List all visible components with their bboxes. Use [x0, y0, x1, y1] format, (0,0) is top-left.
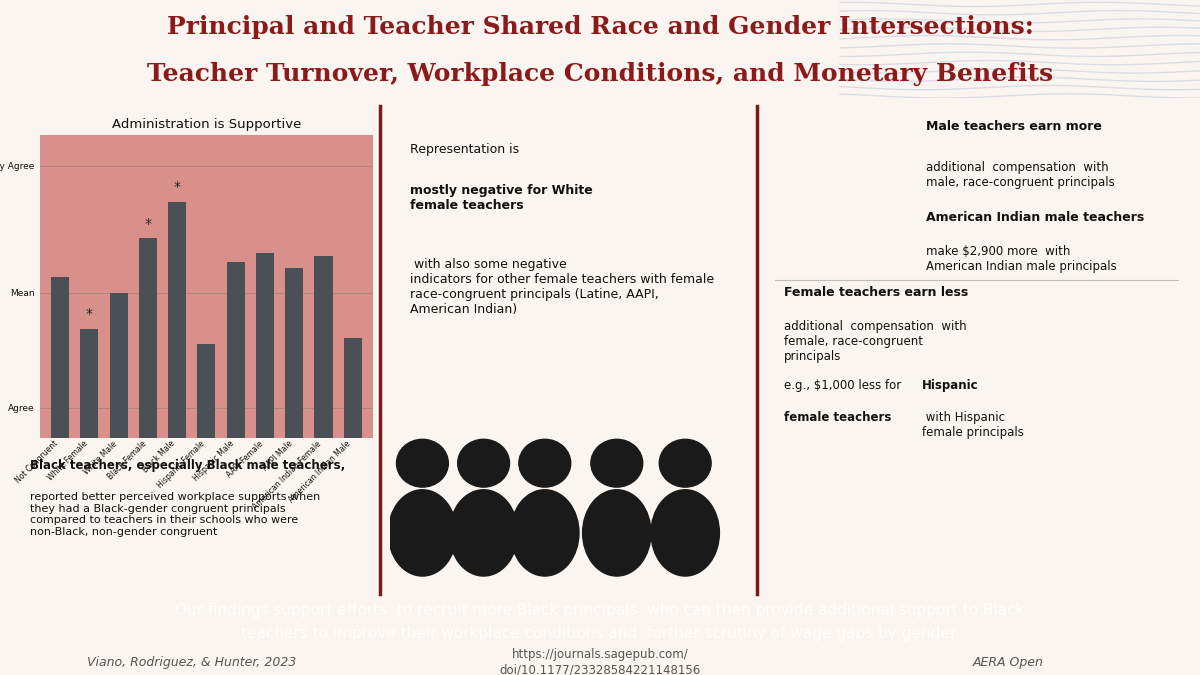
Text: Our findings support efforts  to recruit more Black principals  who can then pro: Our findings support efforts to recruit …	[175, 603, 1025, 618]
Bar	[343, 338, 361, 444]
Text: teachers to improve their workplace conditions and  further scrutiny of wage gap: teachers to improve their workplace cond…	[241, 626, 959, 641]
Text: *: *	[144, 217, 151, 231]
Text: Male teachers earn more: Male teachers earn more	[926, 120, 1103, 133]
Text: mostly negative for White
female teachers: mostly negative for White female teacher…	[410, 184, 593, 213]
Text: Representation is: Representation is	[410, 144, 523, 157]
Text: Teacher Turnover, Workplace Conditions, and Monetary Benefits: Teacher Turnover, Workplace Conditions, …	[146, 62, 1054, 86]
Text: with Hispanic
female principals: with Hispanic female principals	[923, 410, 1024, 439]
Ellipse shape	[450, 490, 518, 576]
Ellipse shape	[650, 490, 720, 576]
Bar	[80, 329, 98, 444]
Title: Administration is Supportive: Administration is Supportive	[112, 118, 301, 132]
Ellipse shape	[389, 490, 456, 576]
Text: Viano, Rodriguez, & Hunter, 2023: Viano, Rodriguez, & Hunter, 2023	[88, 655, 296, 669]
Text: Principal and Teacher Shared Race and Gender Intersections:: Principal and Teacher Shared Race and Ge…	[167, 16, 1033, 39]
Circle shape	[396, 439, 449, 487]
Circle shape	[518, 439, 571, 487]
Bar	[197, 344, 216, 444]
Text: reported better perceived workplace supports when
they had a Black-gender congru: reported better perceived workplace supp…	[30, 492, 320, 537]
Circle shape	[659, 439, 712, 487]
Text: e.g., $1,000 less for: e.g., $1,000 less for	[784, 379, 905, 392]
Bar	[52, 277, 70, 444]
Circle shape	[457, 439, 510, 487]
Text: *: *	[174, 180, 181, 194]
Bar	[286, 269, 304, 444]
Ellipse shape	[510, 490, 580, 576]
Text: make $2,900 more  with
American Indian male principals: make $2,900 more with American Indian ma…	[926, 245, 1117, 273]
Bar	[109, 292, 127, 444]
Text: *: *	[86, 307, 92, 321]
Ellipse shape	[582, 490, 650, 576]
Text: American Indian male teachers: American Indian male teachers	[926, 211, 1145, 224]
Text: female teachers: female teachers	[784, 410, 890, 424]
Bar	[139, 238, 157, 444]
Circle shape	[590, 439, 643, 487]
Text: AERA Open: AERA Open	[972, 655, 1044, 669]
Bar	[256, 253, 274, 444]
Bar	[227, 263, 245, 444]
Text: Hispanic: Hispanic	[923, 379, 979, 392]
Text: with also some negative
indicators for other female teachers with female
race-co: with also some negative indicators for o…	[410, 259, 714, 317]
Text: Female teachers earn less: Female teachers earn less	[784, 286, 968, 299]
Text: https://journals.sagepub.com/
doi/10.1177/23328584221148156: https://journals.sagepub.com/ doi/10.117…	[499, 648, 701, 675]
Text: Black teachers, especially Black male teachers,: Black teachers, especially Black male te…	[30, 460, 346, 472]
Text: additional  compensation  with
male, race-congruent principals: additional compensation with male, race-…	[926, 161, 1115, 189]
Text: additional  compensation  with
female, race-congruent
principals: additional compensation with female, rac…	[784, 320, 966, 363]
Bar	[314, 256, 332, 444]
Bar	[168, 202, 186, 444]
